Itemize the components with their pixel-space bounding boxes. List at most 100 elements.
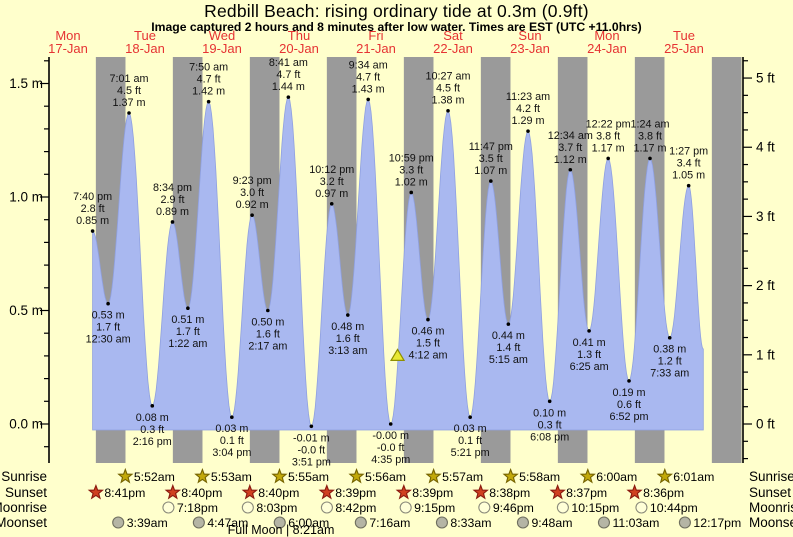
astro-row-label-moonrise-right: Moonrise <box>749 500 793 515</box>
moonrise-icon <box>635 501 648 514</box>
sunset-time: 8:41pm <box>104 486 145 500</box>
tide-event-dot <box>366 97 370 102</box>
tide-high-label: 2.8 ft <box>81 203 105 215</box>
tide-high-label: 0.85 m <box>76 215 109 227</box>
tide-high-label: 3.2 ft <box>320 176 344 188</box>
tide-low-label: 1.4 ft <box>496 342 520 354</box>
moonset-icon <box>516 516 529 529</box>
sunset-icon <box>626 483 643 500</box>
moonrise-time: 8:42pm <box>335 501 376 515</box>
axis-label-ft: 2 ft <box>756 278 775 293</box>
tide-low-label: 2:17 am <box>248 341 287 353</box>
tide-event-dot <box>506 322 511 326</box>
tide-high-label: 1.42 m <box>192 86 225 98</box>
sunset-icon <box>87 483 104 500</box>
tide-low-label: 0.44 m <box>492 330 525 342</box>
tide-low-label: 1.7 ft <box>96 322 120 334</box>
tide-high-label: 10:59 pm <box>389 152 434 164</box>
tide-high-label: 4.7 ft <box>197 74 221 86</box>
tide-high-label: 4.7 ft <box>276 69 300 81</box>
tide-event-dot <box>106 301 110 306</box>
tide-high-label: 0.92 m <box>236 199 269 211</box>
tide-low-label: 1.6 ft <box>336 333 360 345</box>
axis-label-ft: 3 ft <box>756 209 775 224</box>
moonset-icon <box>273 516 286 529</box>
sunset-time: 8:39pm <box>335 486 376 500</box>
tide-low-label: 1.7 ft <box>176 326 200 338</box>
tide-low-label: 0.50 m <box>251 317 284 329</box>
tide-high-label: 4.2 ft <box>516 103 540 115</box>
day-label-date: 23-Jan <box>510 41 550 56</box>
moonrise-icon <box>320 501 333 514</box>
moonrise-time: 9:15pm <box>414 501 455 515</box>
tide-high-label: 11:23 am <box>506 91 550 103</box>
sunset-time: 8:39pm <box>412 486 453 500</box>
axis-label-ft: 5 ft <box>756 71 775 86</box>
full-moon-note: Full Moon | 8:21am <box>227 523 335 537</box>
day-label-date: 18-Jan <box>125 41 165 56</box>
moonrise-time: 8:03pm <box>256 501 297 515</box>
tide-low-label: 0.1 ft <box>458 435 482 447</box>
tide-area <box>92 96 704 431</box>
sunrise-time: 5:53am <box>211 470 252 484</box>
sunset-time: 8:38pm <box>489 486 530 500</box>
tide-event-dot <box>230 415 234 419</box>
tide-high-label: 1:27 pm <box>669 146 708 158</box>
tide-high-label: 1.37 m <box>113 97 146 109</box>
moonset-time: 9:48am <box>531 516 572 530</box>
tide-low-label: 1.2 ft <box>658 356 682 368</box>
chart-subtitle: Image captured 2 hours and 8 minutes aft… <box>151 20 642 34</box>
tide-event-dot <box>150 404 155 408</box>
tide-event-dot <box>329 202 334 206</box>
day-label-date: 22-Jan <box>433 41 473 56</box>
axis-label-ft: 4 ft <box>756 140 775 155</box>
sunset-time: 8:36pm <box>643 486 684 500</box>
astro-row-label-sunset-left: Sunset <box>5 485 47 500</box>
astro-row-label-sunset-right: Sunset <box>749 485 791 500</box>
tide-high-label: 1.02 m <box>395 176 428 188</box>
tide-event-dot <box>388 422 393 426</box>
day-label-name: Wed <box>209 28 236 43</box>
moonset-icon <box>112 516 125 529</box>
tide-event-dot <box>346 313 350 317</box>
tide-low-label: 0.08 m <box>136 412 169 424</box>
tide-high-label: 0.97 m <box>315 188 348 200</box>
tide-event-dot <box>426 317 430 322</box>
moonset-icon <box>597 516 611 529</box>
tide-event-dot <box>286 95 291 99</box>
tide-low-label: 3:04 pm <box>212 447 251 459</box>
tide-high-label: 4.5 ft <box>117 85 141 97</box>
moonrise-icon <box>162 501 175 514</box>
tide-event-dot <box>547 399 552 404</box>
tide-high-label: 0.89 m <box>156 206 189 218</box>
axis-label-ft: 1 ft <box>756 347 775 362</box>
day-label-name: Tue <box>673 28 695 43</box>
sunset-icon <box>241 483 259 500</box>
sunrise-time: 6:00am <box>596 470 637 484</box>
tide-high-label: 8:34 pm <box>153 182 192 194</box>
current-tide-marker-icon <box>390 348 406 361</box>
tide-high-label: 1.43 m <box>352 83 385 95</box>
tide-low-label: -0.0 ft <box>377 442 405 454</box>
tide-event-dot <box>186 306 190 311</box>
tide-high-label: 3.0 ft <box>240 187 264 199</box>
axis-label-m: 1.0 m <box>9 190 43 205</box>
moonrise-time: 9:46pm <box>493 501 534 515</box>
tide-high-label: 7:50 am <box>189 62 228 74</box>
moonset-time: 12:17pm <box>693 516 741 530</box>
tide-high-label: 12:22 pm <box>586 118 631 130</box>
tide-high-label: 1:24 am <box>630 118 669 130</box>
axis-label-m: 1.5 m <box>9 76 43 91</box>
sunset-time: 8:40pm <box>181 486 222 500</box>
sunrise-time: 5:57am <box>442 470 483 484</box>
tide-low-label: 0.38 m <box>653 344 686 356</box>
tide-low-label: -0.00 m <box>372 430 409 442</box>
tide-low-label: 5:15 am <box>489 354 528 366</box>
tide-high-label: 9:23 pm <box>233 175 272 187</box>
sunrise-icon <box>579 467 596 484</box>
axis-label-m: 0.5 m <box>9 303 43 318</box>
moonset-time: 3:39am <box>127 516 168 530</box>
moonrise-icon <box>478 501 491 514</box>
day-label-name: Fri <box>368 28 383 43</box>
sunset-time: 8:40pm <box>258 486 299 500</box>
